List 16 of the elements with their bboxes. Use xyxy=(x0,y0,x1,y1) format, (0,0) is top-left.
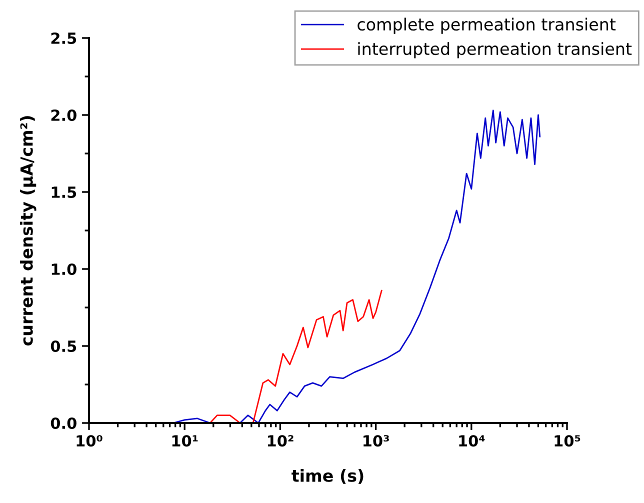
x-tick-label: 10³ xyxy=(364,435,389,447)
x-tick-label: 10¹ xyxy=(172,435,198,447)
y-tick-label: 0.5 xyxy=(50,340,76,352)
y-tick-label: 1.0 xyxy=(52,263,76,276)
y-axis-title: current density (µA/cm²) xyxy=(20,116,36,346)
x-tick-label: 10⁰ xyxy=(76,435,102,447)
y-tick-label: 1.5 xyxy=(52,186,76,198)
y-tick-label: 2.0 xyxy=(51,109,76,122)
x-tick-label: 10⁵ xyxy=(554,435,580,447)
x-axis-title: time (s) xyxy=(292,469,364,484)
x-tick-label: 10² xyxy=(268,435,294,447)
x-tick-label: 10⁴ xyxy=(459,435,485,447)
legend-label: interrupted permeation transient xyxy=(358,42,632,58)
y-tick-label: 2.5 xyxy=(51,32,76,44)
legend-label: complete permeation transient xyxy=(358,18,616,34)
y-tick-label: 0.0 xyxy=(50,417,76,430)
